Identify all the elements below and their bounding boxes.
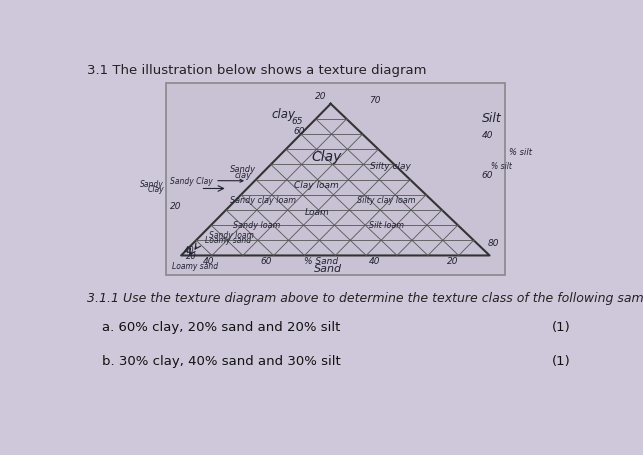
Text: % silt: % silt <box>509 147 532 157</box>
Text: a. 60% clay, 20% sand and 20% silt: a. 60% clay, 20% sand and 20% silt <box>102 320 340 334</box>
Text: 65: 65 <box>291 117 303 126</box>
Text: Clay loam: Clay loam <box>294 181 339 190</box>
Text: b. 30% clay, 40% sand and 30% silt: b. 30% clay, 40% sand and 30% silt <box>102 354 341 367</box>
Text: 60: 60 <box>260 257 272 266</box>
Text: Sandy loam: Sandy loam <box>209 231 254 239</box>
Text: 70: 70 <box>370 96 381 105</box>
Text: 3.1 The illustration below shows a texture diagram: 3.1 The illustration below shows a textu… <box>87 64 426 77</box>
Text: 80: 80 <box>488 238 500 247</box>
Text: Loamy sand: Loamy sand <box>172 261 218 270</box>
Text: Silty clay: Silty clay <box>370 162 411 170</box>
Text: 20: 20 <box>315 92 327 101</box>
Text: Clay: Clay <box>147 184 164 193</box>
Text: 20: 20 <box>186 251 197 260</box>
Text: 40: 40 <box>183 246 194 255</box>
Text: Silt loam: Silt loam <box>369 221 404 229</box>
Text: Sandy clay loam: Sandy clay loam <box>230 196 296 205</box>
Text: 20: 20 <box>447 257 458 266</box>
Text: % Sand: % Sand <box>303 257 338 266</box>
FancyBboxPatch shape <box>166 84 505 276</box>
Text: (1): (1) <box>552 354 570 367</box>
Text: Silty clay loam: Silty clay loam <box>358 196 416 205</box>
Text: 60: 60 <box>293 127 305 136</box>
Text: Clay: Clay <box>312 150 342 164</box>
Text: Silt: Silt <box>482 112 501 125</box>
Text: Loam: Loam <box>304 207 329 217</box>
Text: Sandy Clay: Sandy Clay <box>170 177 243 186</box>
Text: 40: 40 <box>482 131 493 140</box>
Text: Sandy: Sandy <box>140 180 164 189</box>
Text: 40: 40 <box>369 257 381 266</box>
Text: Sandy loam: Sandy loam <box>233 221 281 229</box>
Text: Loamy sand: Loamy sand <box>204 236 251 245</box>
Text: Sandy: Sandy <box>230 164 256 173</box>
Text: clay: clay <box>271 108 295 121</box>
Text: (1): (1) <box>552 320 570 334</box>
Text: 3.1.1 Use the texture diagram above to determine the texture class of the follow: 3.1.1 Use the texture diagram above to d… <box>87 291 643 304</box>
Text: 20: 20 <box>170 201 181 210</box>
Text: 40: 40 <box>203 257 214 266</box>
Text: 60: 60 <box>482 171 493 180</box>
Text: % silt: % silt <box>491 162 512 170</box>
Text: clay: clay <box>235 171 251 180</box>
Text: Sand: Sand <box>314 263 343 273</box>
